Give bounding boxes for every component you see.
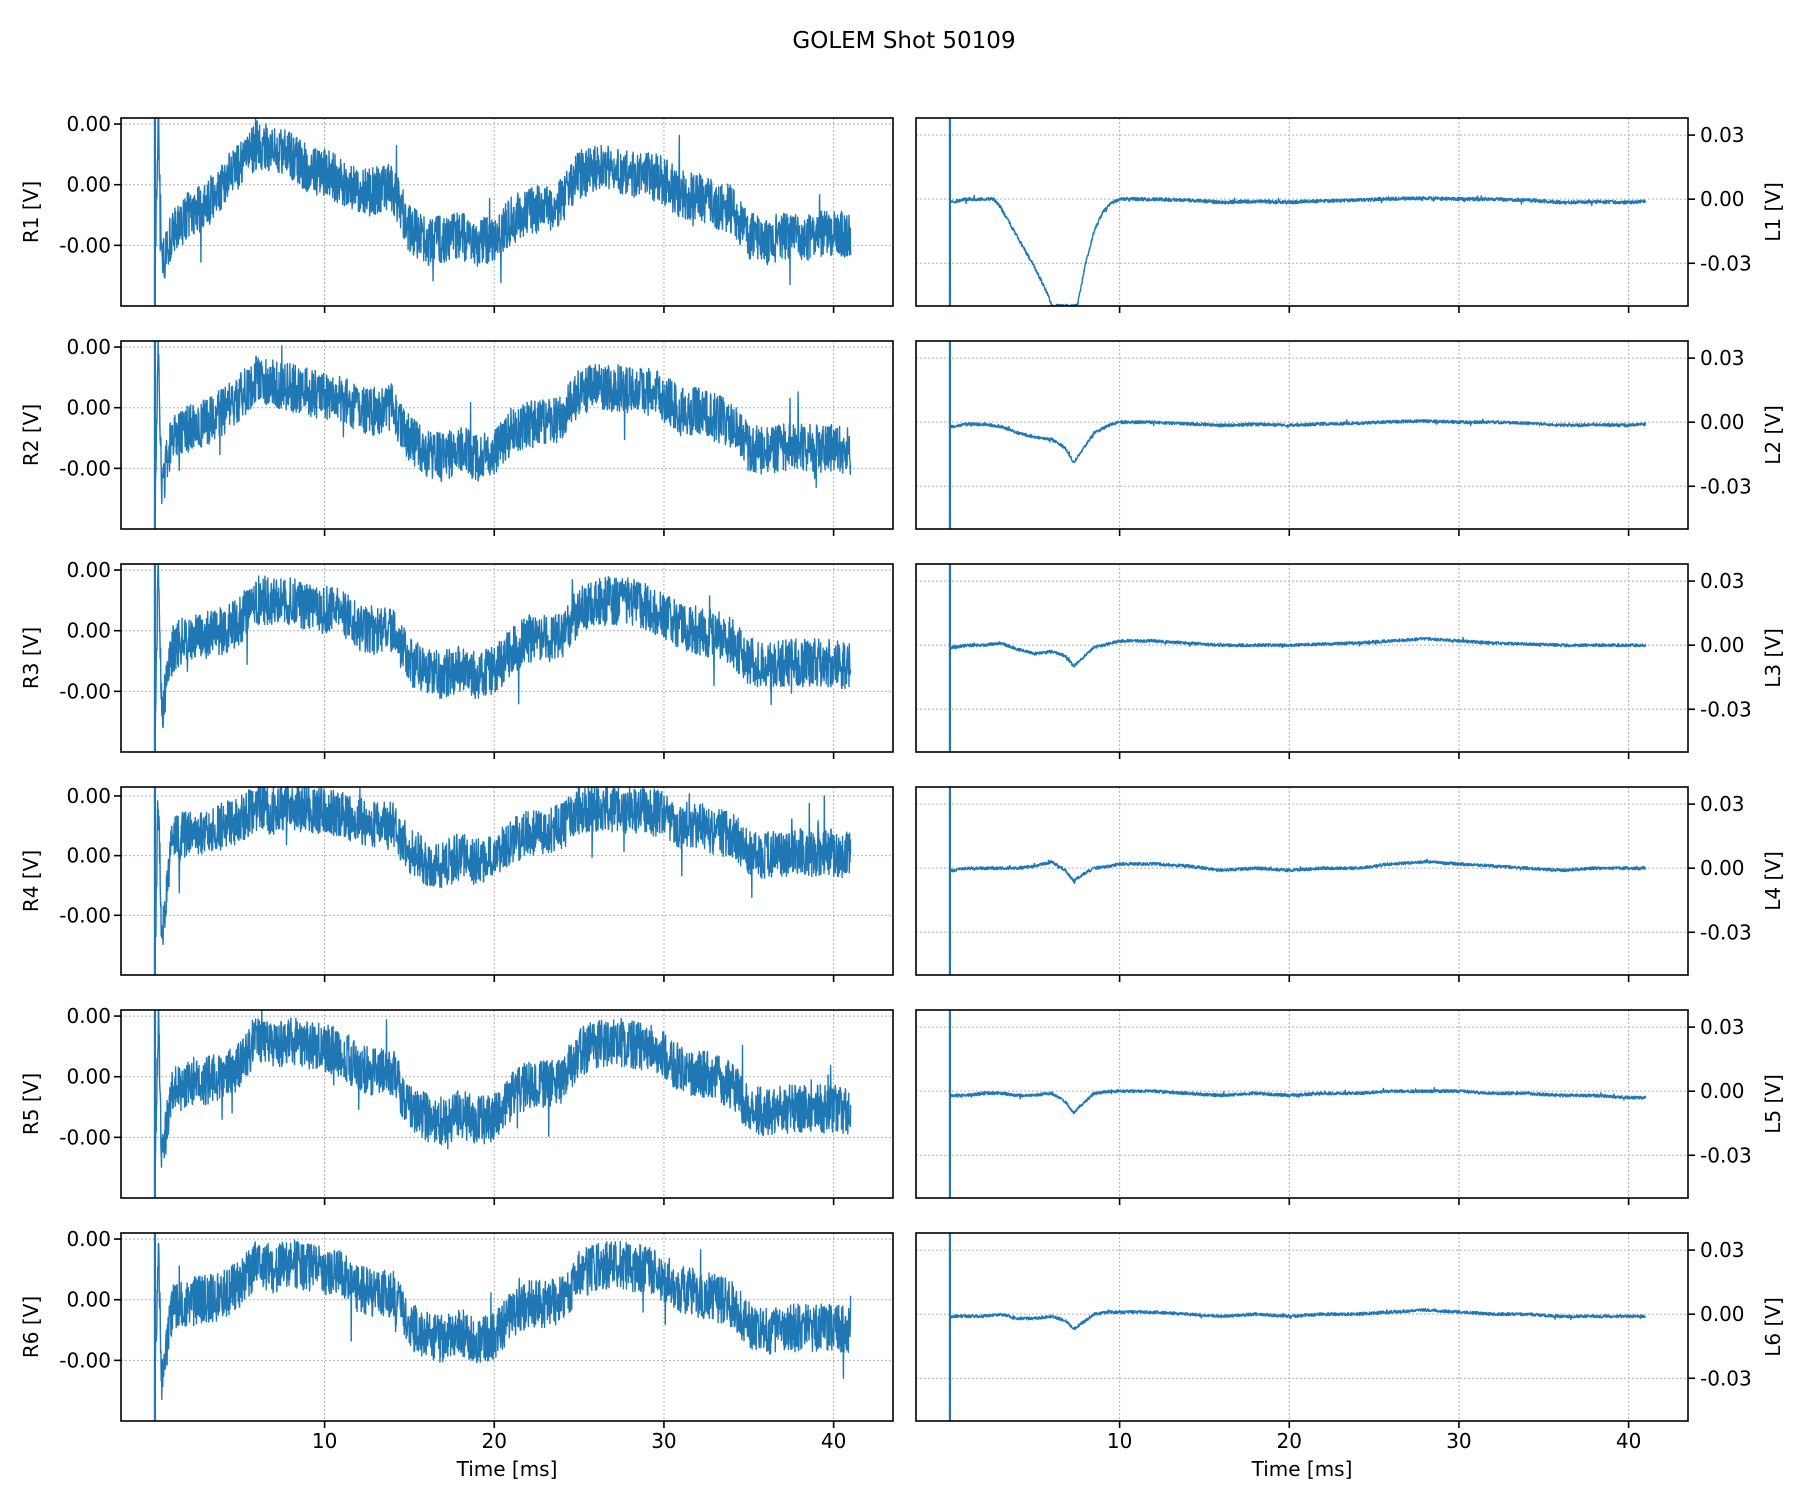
y-axis-label: L5 [V] — [1761, 1074, 1785, 1134]
axes-frame — [915, 563, 1689, 753]
signal-trace — [949, 636, 1647, 668]
y-tick-label: -0.03 — [1700, 251, 1752, 275]
signal-trace — [154, 787, 852, 975]
y-axis-label: R2 [V] — [19, 404, 43, 466]
x-tick-label: 20 — [482, 1429, 507, 1453]
y-tick-label: -0.03 — [1700, 1366, 1752, 1390]
signal-trace — [154, 564, 852, 728]
y-tick-label: 0.00 — [66, 1004, 111, 1028]
x-tick-label: 20 — [1277, 1429, 1302, 1453]
figure-title: GOLEM Shot 50109 — [792, 28, 1015, 54]
x-axis-label: Time [ms] — [456, 1457, 558, 1481]
x-tick-label: 10 — [1107, 1429, 1132, 1453]
y-tick-label: 0.00 — [1700, 633, 1745, 657]
y-tick-label: 0.03 — [1700, 569, 1745, 593]
subplot-l6: 10 20 30 40 Time [ms] 0.03 0.00 -0.03 L6 [V] — [915, 1232, 1785, 1481]
y-axis-label: L3 [V] — [1761, 628, 1785, 688]
x-tick-label: 30 — [651, 1429, 676, 1453]
y-axis-label: R1 [V] — [19, 181, 43, 243]
y-tick-label: 0.00 — [66, 844, 111, 868]
y-tick-label: -0.03 — [1700, 474, 1752, 498]
x-tick-label: 10 — [312, 1429, 337, 1453]
signal-trace — [949, 418, 1647, 464]
y-axis-label: L2 [V] — [1761, 405, 1785, 465]
signal-trace — [154, 118, 852, 286]
y-tick-label: 0.03 — [1700, 792, 1745, 816]
y-tick-label: 0.00 — [1700, 1079, 1745, 1103]
y-axis-label: R4 [V] — [19, 850, 43, 912]
y-tick-label: -0.00 — [59, 903, 111, 927]
axes-frame — [120, 1232, 894, 1422]
axes-frame — [915, 1232, 1689, 1422]
x-tick-label: 40 — [1616, 1429, 1641, 1453]
y-tick-label: 0.00 — [66, 173, 111, 197]
subplot-r5: 0.00 0.00 -0.00 R5 [V] — [19, 1004, 894, 1205]
subplot-r3: 0.00 0.00 -0.00 R3 [V] — [19, 558, 894, 759]
y-tick-label: -0.03 — [1700, 920, 1752, 944]
signal-trace — [154, 1010, 852, 1183]
y-tick-label: 0.00 — [66, 558, 111, 582]
axes-frame — [915, 786, 1689, 976]
y-tick-label: -0.00 — [59, 456, 111, 480]
y-tick-label: 0.03 — [1700, 1238, 1745, 1262]
signal-trace — [154, 1239, 852, 1401]
subplot-r1: 0.00 0.00 -0.00 R1 [V] — [19, 112, 894, 313]
y-tick-label: 0.00 — [66, 619, 111, 643]
signal-trace — [949, 858, 1647, 885]
y-tick-label: 0.00 — [1700, 856, 1745, 880]
subplot-r2: 0.00 0.00 -0.00 R2 [V] — [19, 335, 894, 536]
x-tick-label: 40 — [821, 1429, 846, 1453]
subplot-l5: 0.03 0.00 -0.03 L5 [V] — [915, 1009, 1785, 1205]
axes-frame — [120, 563, 894, 753]
signal-trace — [949, 194, 1647, 306]
signal-trace — [154, 341, 852, 508]
subplot-r6: 10 20 30 40 Time [ms] 0.00 0.00 -0.00 R6 [V] — [19, 1227, 894, 1481]
subplot-l2: 0.03 0.00 -0.03 L2 [V] — [915, 340, 1785, 536]
y-tick-label: 0.00 — [66, 396, 111, 420]
signal-trace — [949, 1307, 1647, 1331]
y-tick-label: -0.03 — [1700, 697, 1752, 721]
axes-frame — [915, 1009, 1689, 1199]
axes-frame — [120, 340, 894, 530]
y-axis-label: R6 [V] — [19, 1296, 43, 1358]
y-tick-label: 0.00 — [1700, 1302, 1745, 1326]
signal-trace — [949, 1086, 1647, 1115]
x-axis-label: Time [ms] — [1251, 1457, 1353, 1481]
y-tick-label: -0.00 — [59, 1125, 111, 1149]
y-tick-label: 0.00 — [66, 784, 111, 808]
y-tick-label: 0.03 — [1700, 1015, 1745, 1039]
axes-frame — [120, 786, 894, 976]
y-tick-label: 0.00 — [66, 335, 111, 359]
y-tick-label: 0.03 — [1700, 123, 1745, 147]
y-axis-label: L4 [V] — [1761, 851, 1785, 911]
y-tick-label: 0.00 — [1700, 410, 1745, 434]
y-axis-label: R3 [V] — [19, 627, 43, 689]
y-tick-label: 0.00 — [1700, 187, 1745, 211]
y-tick-label: -0.00 — [59, 1348, 111, 1372]
axes-frame — [120, 117, 894, 307]
y-tick-label: 0.00 — [66, 1065, 111, 1089]
y-tick-label: 0.03 — [1700, 346, 1745, 370]
axes-frame — [915, 117, 1689, 307]
subplot-l1: 0.03 0.00 -0.03 L1 [V] — [915, 117, 1785, 313]
subplot-r4: 0.00 0.00 -0.00 R4 [V] — [19, 784, 894, 982]
axes-frame — [120, 1009, 894, 1199]
y-tick-label: 0.00 — [66, 1227, 111, 1251]
y-tick-label: -0.00 — [59, 233, 111, 257]
subplot-l4: 0.03 0.00 -0.03 L4 [V] — [915, 786, 1785, 982]
y-tick-label: 0.00 — [66, 112, 111, 136]
subplot-l3: 0.03 0.00 -0.03 L3 [V] — [915, 563, 1785, 759]
axes-frame — [915, 340, 1689, 530]
y-axis-label: L6 [V] — [1761, 1297, 1785, 1357]
y-axis-label: R5 [V] — [19, 1073, 43, 1135]
y-tick-label: 0.00 — [66, 1288, 111, 1312]
y-axis-label: L1 [V] — [1761, 182, 1785, 242]
y-tick-label: -0.03 — [1700, 1143, 1752, 1167]
y-tick-label: -0.00 — [59, 679, 111, 703]
x-tick-label: 30 — [1446, 1429, 1471, 1453]
